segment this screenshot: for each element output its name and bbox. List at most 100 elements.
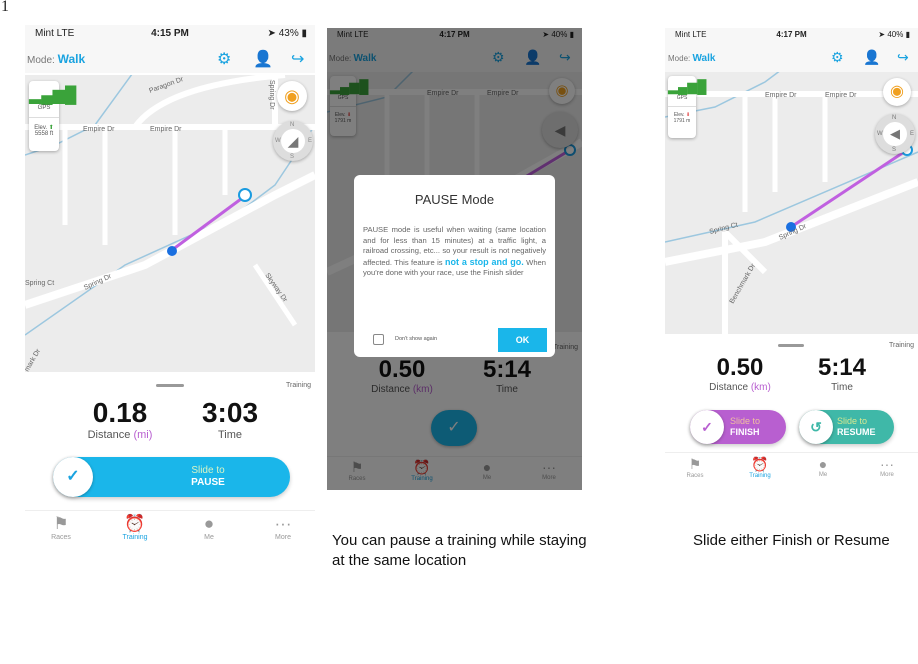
time-label: Time bbox=[217, 429, 243, 441]
carrier: Mint LTE bbox=[675, 30, 707, 39]
dialog-body-text: PAUSE mode is useful when waiting (same … bbox=[363, 225, 546, 267]
header: Mode: Walk ⚙ 👤 ↪ bbox=[665, 42, 918, 72]
tab-races[interactable]: ⚑Races bbox=[37, 514, 85, 541]
distance-value: 0.50 bbox=[716, 354, 764, 381]
tab-label: More bbox=[275, 534, 291, 541]
checkmark-icon[interactable]: ✓ bbox=[53, 457, 93, 497]
tab-training[interactable]: ⏰Training bbox=[738, 456, 782, 479]
time-label: Time bbox=[831, 382, 853, 393]
distance-unit: (km) bbox=[750, 382, 771, 393]
share-icon[interactable]: ↪ bbox=[897, 49, 909, 65]
user-circle-icon: ● bbox=[818, 456, 828, 472]
street-label: Spring Dr bbox=[268, 80, 275, 110]
sheet-handle[interactable] bbox=[778, 344, 804, 347]
dialog-title: PAUSE Mode bbox=[414, 192, 495, 207]
slider-line2: PAUSE bbox=[191, 477, 225, 488]
caption-pause: You can pause a training while staying a… bbox=[332, 532, 587, 569]
mode-label: Mode: bbox=[668, 54, 691, 63]
gps-label: GPS bbox=[676, 95, 688, 101]
share-icon[interactable]: ↪ bbox=[291, 51, 305, 68]
pause-slider[interactable]: ✓ Slide to PAUSE bbox=[53, 457, 290, 497]
resume-slider[interactable]: ↺ Slide to RESUME bbox=[799, 410, 894, 444]
time-value: 3:03 bbox=[201, 397, 259, 428]
tab-more[interactable]: ···More bbox=[865, 456, 909, 478]
time-stat: 3:03 Time bbox=[180, 397, 280, 441]
ok-button[interactable]: OK bbox=[498, 328, 547, 352]
voice-coach-icon[interactable]: 👤 bbox=[253, 51, 273, 68]
gear-icon[interactable]: ⚙ bbox=[831, 49, 844, 65]
history-icon[interactable]: ↺ bbox=[799, 410, 833, 444]
dont-show-again-checkbox[interactable] bbox=[373, 334, 384, 345]
elevation-label: Elev. bbox=[34, 125, 48, 131]
elevation-value: 1791 m bbox=[673, 118, 691, 124]
mode-value: Walk bbox=[692, 53, 716, 64]
tab-me[interactable]: ●Me bbox=[801, 456, 845, 478]
tab-more[interactable]: ···More bbox=[259, 514, 307, 541]
gear-icon[interactable]: ⚙ bbox=[217, 51, 232, 68]
flag-icon: ⚑ bbox=[688, 456, 702, 472]
bottom-sheet: Training 0.50 Distance (km) 5:14 Time ✓ … bbox=[665, 334, 918, 452]
tab-me[interactable]: ●Me bbox=[185, 514, 233, 541]
elevation-value: 5558 ft bbox=[34, 131, 54, 137]
dialog-highlight: not a stop and go. bbox=[445, 256, 524, 267]
alarm-clock-icon: ⏰ bbox=[751, 456, 769, 472]
sheet-handle[interactable] bbox=[156, 384, 184, 387]
map[interactable]: Empire Dr Empire Dr Spring Ct Spring Dr … bbox=[665, 72, 918, 334]
distance-value: 0.18 bbox=[92, 397, 148, 428]
tab-label: More bbox=[880, 472, 894, 478]
distance-label: Distance bbox=[87, 429, 131, 441]
map[interactable]: Paragon Dr Spring Dr Empire Dr Empire Dr… bbox=[25, 75, 315, 372]
tab-label: Races bbox=[51, 534, 71, 541]
bottom-sheet: Training 0.18 Distance (mi) 3:03 Time ✓ … bbox=[25, 372, 315, 510]
gps-label: GPS bbox=[37, 105, 51, 111]
carrier: Mint LTE bbox=[35, 28, 75, 39]
street-label: Empire Dr bbox=[825, 92, 857, 99]
battery: ➤ 40% ▮ bbox=[878, 30, 910, 39]
elevation-down-icon: ⬇ bbox=[685, 112, 691, 118]
battery-percent: 43% bbox=[278, 28, 299, 39]
checkmark-icon[interactable]: ✓ bbox=[690, 410, 724, 444]
tab-label: Training bbox=[749, 473, 771, 479]
tab-bar: ⚑Races ⏰Training ●Me ···More bbox=[665, 452, 918, 490]
tab-bar: ⚑Races ⏰Training ●Me ···More bbox=[25, 510, 315, 553]
compass-e: E bbox=[307, 138, 312, 144]
compass-n: N bbox=[892, 115, 897, 121]
status-bar: Mint LTE 4:15 PM ➤ 43% ▮ bbox=[25, 25, 315, 43]
time-value: 5:14 bbox=[817, 354, 867, 381]
distance-stat: 0.18 Distance (mi) bbox=[70, 397, 170, 441]
tab-training[interactable]: ⏰Training bbox=[111, 514, 159, 541]
locate-me-button[interactable]: ◉ bbox=[883, 78, 911, 106]
mode-selector[interactable]: Mode: Walk bbox=[668, 53, 715, 64]
alarm-clock-icon: ⏰ bbox=[124, 514, 146, 533]
slider-line1: Slide to bbox=[730, 416, 761, 426]
tab-label: Races bbox=[686, 473, 704, 479]
slider-line2: RESUME bbox=[837, 427, 876, 437]
tab-races[interactable]: ⚑Races bbox=[673, 456, 717, 479]
finish-slider[interactable]: ✓ Slide to FINISH bbox=[690, 410, 786, 444]
clock: 4:17 PM bbox=[776, 30, 807, 39]
compass-w: W bbox=[275, 138, 281, 144]
street-label: Spring Ct bbox=[25, 280, 54, 287]
compass-button[interactable]: N W E S ◢ bbox=[273, 121, 313, 161]
compass-button[interactable]: N W E S ◀ bbox=[875, 114, 915, 154]
tab-label: Me bbox=[204, 534, 214, 541]
gps-signal-icon: ▂▄▆█ bbox=[668, 79, 707, 94]
street-label: Benchmark Dr bbox=[729, 262, 758, 305]
mode-selector[interactable]: Mode: Walk bbox=[27, 52, 85, 66]
locate-me-button[interactable]: ◉ bbox=[277, 81, 307, 111]
voice-coach-icon[interactable]: 👤 bbox=[863, 49, 881, 65]
compass-arrow-icon: ◀ bbox=[883, 122, 907, 146]
tab-label: Training bbox=[122, 534, 148, 541]
mode-label: Mode: bbox=[27, 55, 55, 66]
pause-mode-dialog: PAUSE Mode PAUSE mode is useful when wai… bbox=[354, 175, 555, 357]
dialog-body: PAUSE mode is useful when waiting (same … bbox=[363, 225, 546, 279]
distance-unit: (mi) bbox=[133, 429, 153, 441]
caption-finish-resume: Slide either Finish or Resume bbox=[693, 532, 890, 549]
tab-label: Me bbox=[818, 472, 828, 478]
gps-signal-icon: ▂▄▆█ bbox=[29, 87, 77, 104]
compass-w: W bbox=[877, 131, 883, 137]
street-label: Paragon Dr bbox=[148, 76, 185, 95]
slider-line1: Slide to bbox=[837, 416, 868, 426]
elevation-label: Elev. bbox=[673, 112, 685, 118]
sheet-tag: Training bbox=[285, 382, 311, 389]
